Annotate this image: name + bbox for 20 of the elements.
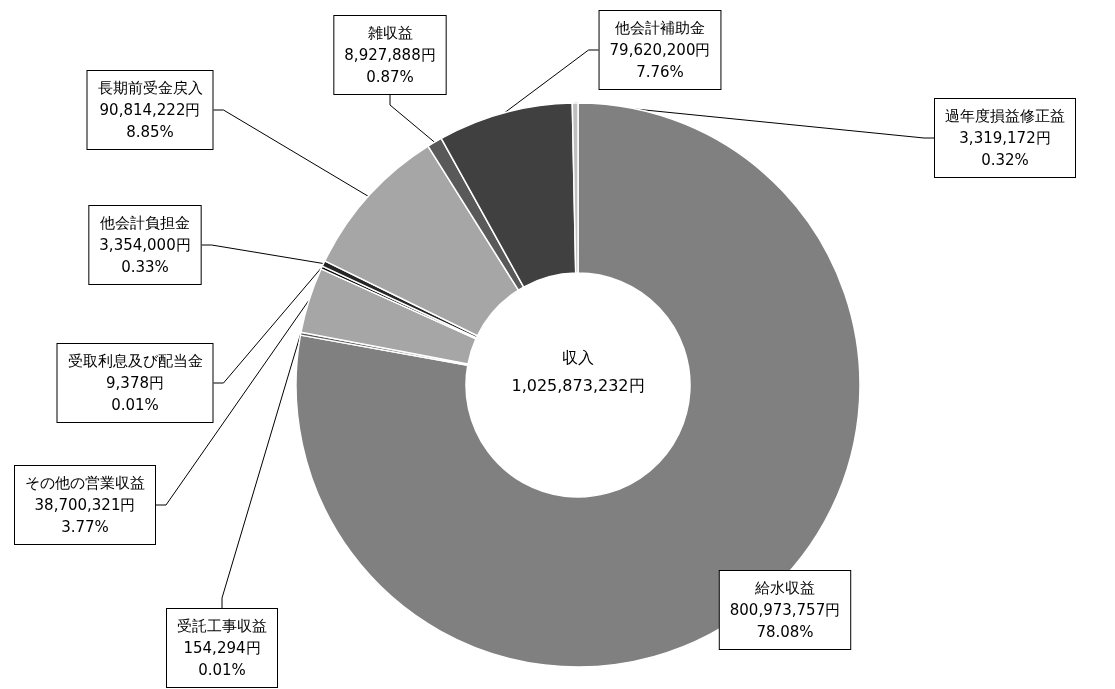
slice-label: 過年度損益修正益 — [945, 107, 1065, 125]
text: 収入 — [562, 347, 594, 367]
slice-label: 長期前受金戻入 — [97, 79, 203, 97]
slice-label: 受託工事収益 — [177, 617, 267, 635]
data-label: 8,927,888円 0.87% — [344, 46, 436, 86]
data-label: 9,378円 0.01% — [106, 374, 164, 414]
slice-label: 他会計負担金 — [100, 214, 190, 232]
slice-label: その他の営業収益 — [25, 474, 145, 492]
data-label: 154,294円 0.01% — [183, 639, 261, 679]
data-label: 800,973,757円 78.08% — [729, 601, 841, 641]
slice-label: 他会計補助金 — [615, 19, 705, 37]
data-label: 3,354,000円 0.33% — [99, 236, 191, 276]
slice-label: 受取利息及び配当金 — [67, 352, 203, 370]
text: 1,025,873,232円 — [511, 375, 645, 395]
slice-label: 雑収益 — [367, 24, 413, 42]
data-label: 38,700,321円 3.77% — [34, 496, 136, 536]
data-label: 3,319,172円 0.32% — [959, 129, 1051, 169]
data-label: 79,620,200円 7.76% — [609, 41, 711, 81]
slice-label: 給水収益 — [754, 579, 815, 597]
data-label: 90,814,222円 8.85% — [99, 101, 201, 141]
